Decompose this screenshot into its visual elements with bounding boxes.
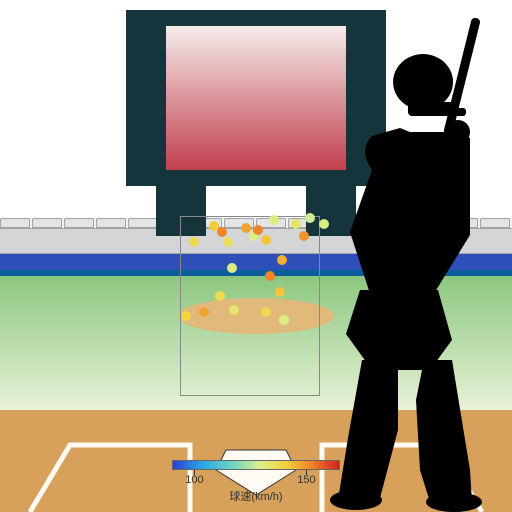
batter-silhouette — [0, 0, 512, 512]
pitch-location-chart: 100150球速(km/h) — [0, 0, 512, 512]
